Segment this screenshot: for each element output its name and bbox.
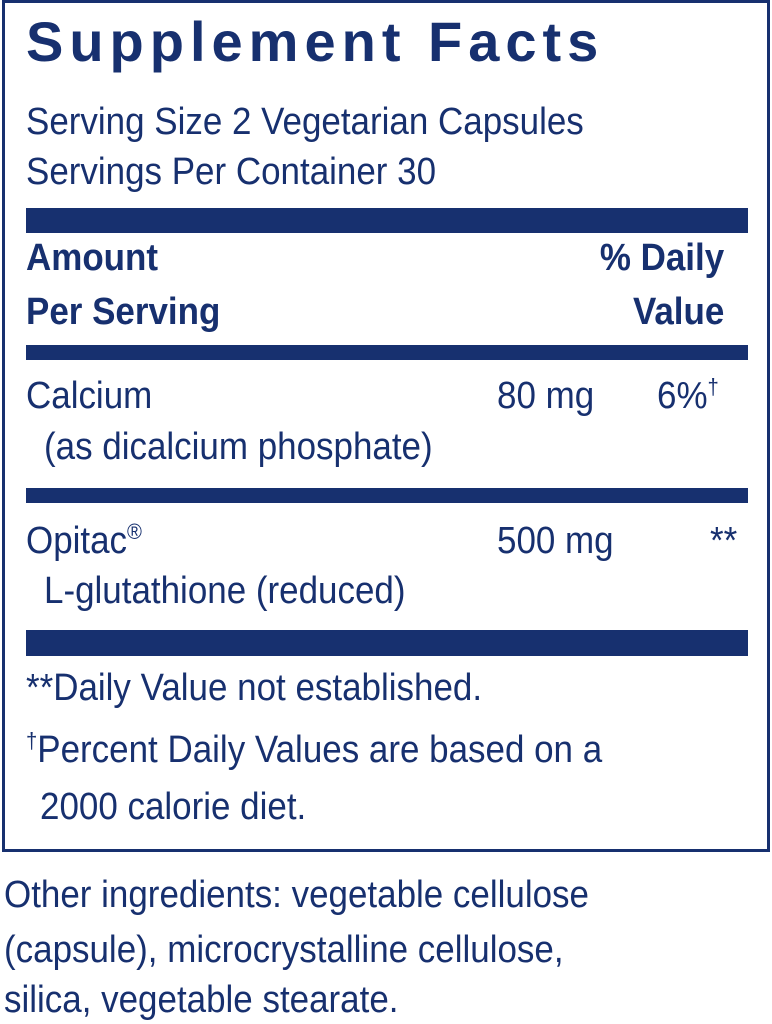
divider bbox=[26, 630, 748, 656]
footnote: **Daily Value not established. bbox=[26, 667, 483, 709]
divider bbox=[26, 208, 748, 233]
nutrient-name: Opitac® bbox=[26, 519, 142, 563]
nutrient-name-text: Opitac bbox=[26, 520, 128, 562]
nutrient-source: (as dicalcium phosphate) bbox=[44, 426, 433, 468]
daily-value: 6%† bbox=[657, 374, 719, 418]
column-header: Amount bbox=[26, 237, 159, 279]
column-header: Value bbox=[632, 291, 724, 333]
dagger: † bbox=[26, 728, 38, 753]
facts-panel bbox=[2, 0, 770, 852]
servings-per-container: Servings Per Container 30 bbox=[26, 151, 437, 193]
nutrient-source: L-glutathione (reduced) bbox=[44, 570, 406, 612]
dagger: † bbox=[707, 374, 719, 399]
other-ingredients: silica, vegetable stearate. bbox=[4, 979, 399, 1021]
footnote: 2000 calorie diet. bbox=[40, 786, 307, 828]
nutrient-name: Calcium bbox=[26, 375, 153, 417]
column-header: % Daily bbox=[599, 237, 724, 279]
amount: 80 mg bbox=[497, 375, 595, 417]
daily-value-text: 6% bbox=[657, 375, 708, 417]
other-ingredients: (capsule), microcrystalline cellulose, bbox=[4, 929, 564, 971]
footnote-text: Percent Daily Values are based on a bbox=[37, 729, 603, 771]
amount: 500 mg bbox=[497, 520, 614, 562]
daily-value: ** bbox=[710, 520, 738, 562]
other-ingredients: Other ingredients: vegetable cellulose bbox=[4, 874, 589, 916]
footnote: †Percent Daily Values are based on a bbox=[26, 728, 602, 772]
registered-mark: ® bbox=[127, 519, 142, 544]
column-header: Per Serving bbox=[26, 291, 221, 333]
serving-size: Serving Size 2 Vegetarian Capsules bbox=[26, 101, 584, 143]
divider bbox=[26, 345, 748, 360]
title: Supplement Facts bbox=[26, 10, 605, 73]
divider bbox=[26, 488, 748, 503]
